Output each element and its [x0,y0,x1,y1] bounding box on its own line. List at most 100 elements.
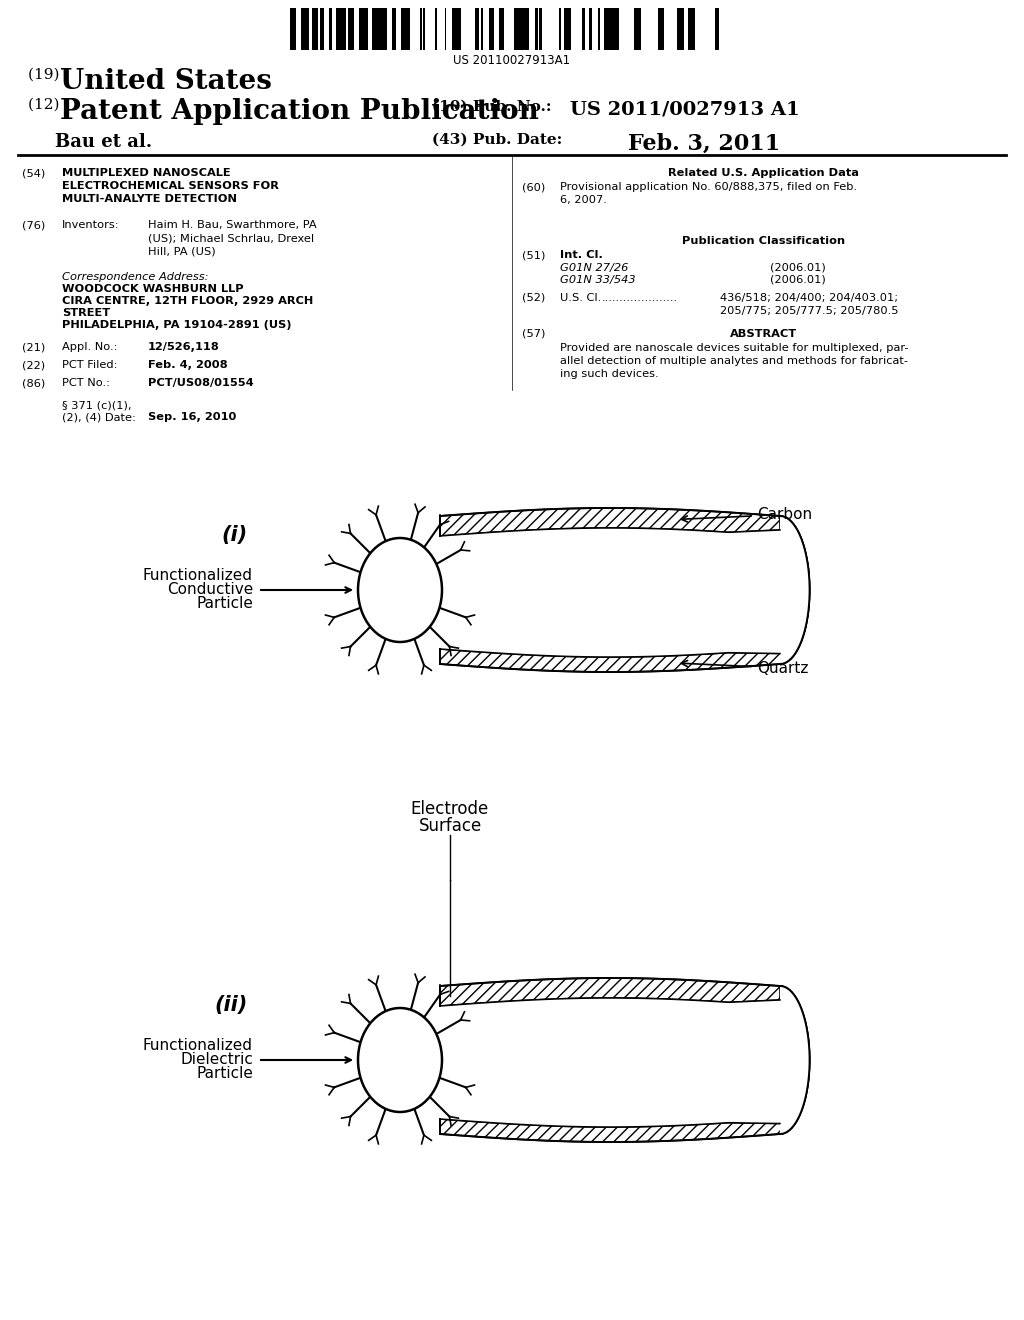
Text: U.S. Cl.: U.S. Cl. [560,293,601,304]
Bar [539,8,542,50]
Bar [392,8,396,50]
Text: 436/518; 204/400; 204/403.01;
205/775; 205/777.5; 205/780.5: 436/518; 204/400; 204/403.01; 205/775; 2… [720,293,898,317]
Bar [604,8,608,50]
Bar [526,8,528,50]
Text: (2006.01): (2006.01) [770,275,825,285]
Text: (i): (i) [222,525,248,545]
Bar [582,8,585,50]
Bar [359,8,362,50]
Bar [301,8,303,50]
Bar [341,8,346,50]
Text: (10) Pub. No.:: (10) Pub. No.: [432,100,552,114]
Text: PCT/US08/01554: PCT/US08/01554 [148,378,254,388]
Text: Feb. 3, 2011: Feb. 3, 2011 [628,133,780,154]
Bar [362,8,365,50]
Bar [489,8,494,50]
Text: PHILADELPHIA, PA 19104-2891 (US): PHILADELPHIA, PA 19104-2891 (US) [62,319,292,330]
Text: US 20110027913A1: US 20110027913A1 [454,54,570,67]
Text: PCT No.:: PCT No.: [62,378,110,388]
Bar [319,8,324,50]
Text: Sep. 16, 2010: Sep. 16, 2010 [148,412,237,422]
Bar [608,8,612,50]
Bar [365,8,368,50]
Bar [435,8,437,50]
Text: Publication Classification: Publication Classification [682,236,846,246]
Bar [515,8,520,50]
Text: Functionalized: Functionalized [143,569,253,583]
Text: Provisional application No. 60/888,375, filed on Feb.
6, 2007.: Provisional application No. 60/888,375, … [560,182,857,205]
Bar [564,8,566,50]
Text: Carbon: Carbon [681,507,812,521]
Bar [677,8,680,50]
Bar [457,8,461,50]
Text: 12/526,118: 12/526,118 [148,342,220,352]
Text: United States: United States [60,69,272,95]
Text: STREET: STREET [62,308,111,318]
Text: (12): (12) [28,98,65,112]
Text: (2), (4) Date:: (2), (4) Date: [62,412,136,422]
Bar [307,8,309,50]
Bar [613,8,618,50]
Text: CIRA CENTRE, 12TH FLOOR, 2929 ARCH: CIRA CENTRE, 12TH FLOOR, 2929 ARCH [62,296,313,306]
Bar [520,8,525,50]
Text: Correspondence Address:: Correspondence Address: [62,272,209,282]
Polygon shape [440,978,810,1134]
Text: Conductive: Conductive [167,582,253,598]
Text: Particle: Particle [197,597,253,611]
Bar [420,8,422,50]
Text: Appl. No.:: Appl. No.: [62,342,118,352]
Text: (2006.01): (2006.01) [770,263,825,273]
Bar [305,8,307,50]
Text: Provided are nanoscale devices suitable for multiplexed, par-
allel detection of: Provided are nanoscale devices suitable … [560,343,908,379]
Polygon shape [440,986,810,1142]
Text: (ii): (ii) [215,995,248,1015]
Text: Int. Cl.: Int. Cl. [560,249,603,260]
Text: (54): (54) [22,168,45,178]
Polygon shape [440,986,810,1134]
Bar [499,8,504,50]
Text: PCT Filed:: PCT Filed: [62,360,118,370]
Text: Haim H. Bau, Swarthmore, PA
(US); Michael Schrlau, Drexel
Hill, PA (US): Haim H. Bau, Swarthmore, PA (US); Michae… [148,220,316,256]
Text: Inventors:: Inventors: [62,220,120,230]
Bar [336,8,341,50]
Text: (22): (22) [22,360,45,370]
Bar [401,8,403,50]
Bar [682,8,684,50]
Text: Quartz: Quartz [681,660,808,676]
Bar [329,8,332,50]
Text: Patent Application Publication: Patent Application Publication [60,98,539,125]
Text: (21): (21) [22,342,45,352]
Text: ABSTRACT: ABSTRACT [730,329,798,339]
Bar [303,8,305,50]
Bar [408,8,410,50]
Polygon shape [440,508,810,664]
Bar [536,8,538,50]
Text: G01N 33/543: G01N 33/543 [560,275,636,285]
Ellipse shape [358,539,442,642]
Bar [688,8,690,50]
Bar [589,8,592,50]
Bar [568,8,571,50]
Bar [559,8,561,50]
Ellipse shape [358,1008,442,1111]
Text: (52): (52) [522,293,545,304]
Bar [452,8,457,50]
Text: (43) Pub. Date:: (43) Pub. Date: [432,133,562,147]
Bar [403,8,408,50]
Text: US 2011/0027913 A1: US 2011/0027913 A1 [570,100,800,117]
Text: .....................: ..................... [602,293,678,304]
Bar [680,8,682,50]
Text: (60): (60) [522,182,545,191]
Bar [481,8,483,50]
Text: § 371 (c)(1),: § 371 (c)(1), [62,400,131,411]
Bar [423,8,425,50]
Text: Related U.S. Application Data: Related U.S. Application Data [669,168,859,178]
Text: G01N 27/26: G01N 27/26 [560,263,629,273]
Bar [352,8,354,50]
Text: Surface: Surface [419,817,481,836]
Text: WOODCOCK WASHBURN LLP: WOODCOCK WASHBURN LLP [62,284,244,294]
Bar [312,8,317,50]
Bar [598,8,600,50]
Text: Dielectric: Dielectric [180,1052,253,1068]
Text: (57): (57) [522,329,546,339]
